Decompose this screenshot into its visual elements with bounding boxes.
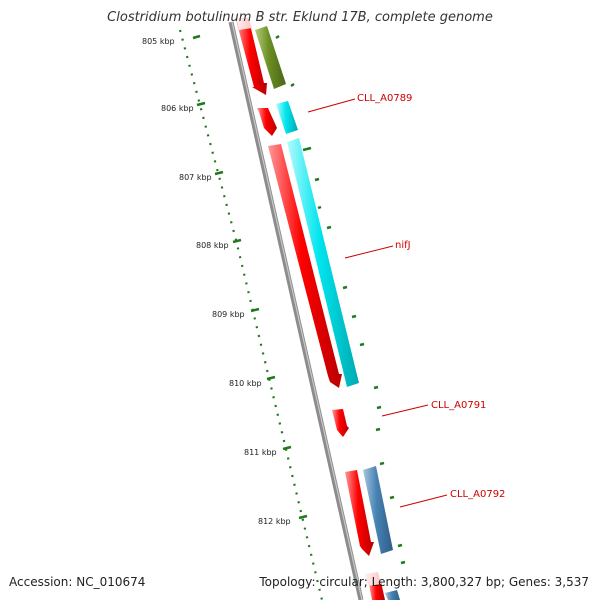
gene-arrow-faded bbox=[236, 18, 252, 30]
tick-label-811: 811 kbp bbox=[244, 448, 277, 457]
gene-label-nifj[interactable]: nifJ bbox=[395, 240, 411, 251]
tick-label-807: 807 kbp bbox=[179, 173, 212, 182]
tick-label-805: 805 kbp bbox=[142, 37, 175, 46]
gene-label-cll-a0789[interactable]: CLL_A0789 bbox=[357, 93, 412, 104]
tick-label-812: 812 kbp bbox=[258, 517, 291, 526]
gene-arrow-red[interactable] bbox=[369, 582, 385, 600]
gene-arrow-red[interactable] bbox=[345, 470, 374, 556]
gene-label-cll-a0791[interactable]: CLL_A0791 bbox=[431, 400, 486, 411]
gene-arrow-cyan[interactable] bbox=[287, 138, 359, 387]
accession-text: Accession: NC_010674 bbox=[9, 575, 146, 589]
genome-title: Clostridium botulinum B str. Eklund 17B,… bbox=[107, 10, 493, 25]
gene-arrow-red[interactable] bbox=[268, 144, 342, 388]
outer-ruler-ticks bbox=[275, 34, 406, 565]
genome-backbone bbox=[228, 21, 364, 600]
gene-arrow-red[interactable] bbox=[236, 20, 267, 95]
gene-label-cll-a0792[interactable]: CLL_A0792 bbox=[450, 489, 505, 500]
gene-arrow-red[interactable] bbox=[332, 409, 349, 437]
major-ticks bbox=[192, 34, 308, 520]
genome-stats-text: Topology: circular; Length: 3,800,327 bp… bbox=[259, 575, 589, 589]
tick-label-809: 809 kbp bbox=[212, 310, 245, 319]
gene-arrow-green[interactable] bbox=[255, 26, 286, 89]
backbone-highlight bbox=[231, 21, 363, 600]
gene-arrow-cyan[interactable] bbox=[276, 101, 298, 134]
tick-label-808: 808 kbp bbox=[196, 241, 229, 250]
gene-arrow-steelblue[interactable] bbox=[363, 466, 393, 554]
gene-arrow-red[interactable] bbox=[257, 108, 277, 136]
tick-label-806: 806 kbp bbox=[161, 104, 194, 113]
gene-arrow-steelblue[interactable] bbox=[385, 590, 400, 600]
tick-label-810: 810 kbp bbox=[229, 379, 262, 388]
label-leader-lines bbox=[307, 98, 448, 508]
gene-arrow-faded bbox=[365, 572, 381, 586]
